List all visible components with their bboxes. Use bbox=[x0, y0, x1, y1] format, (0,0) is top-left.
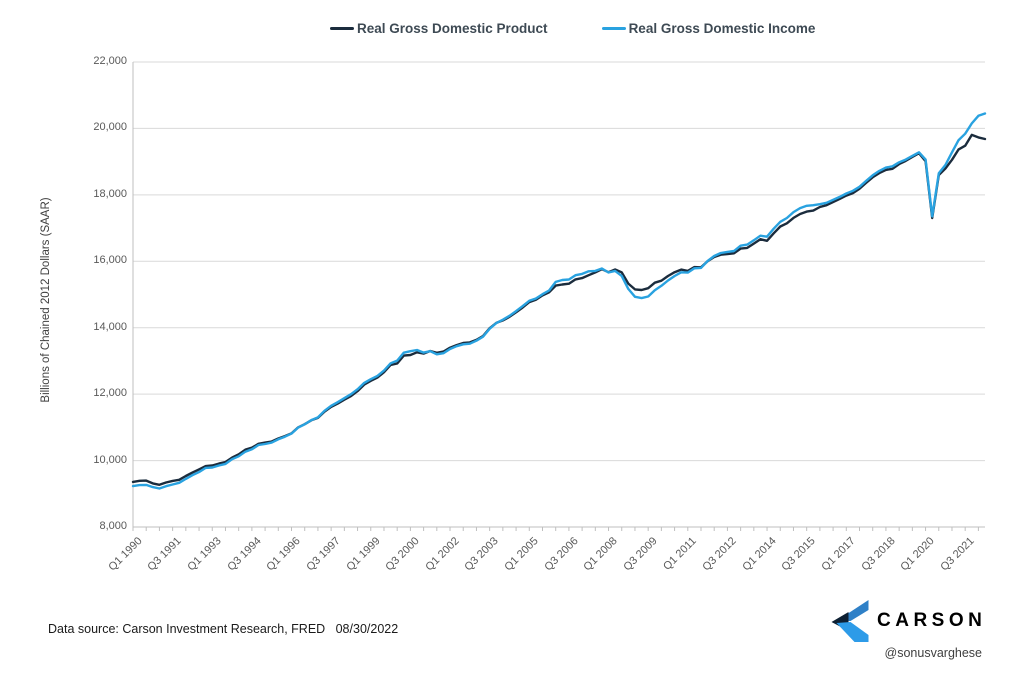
y-tick-label: 18,000 bbox=[93, 187, 127, 200]
legend-item-gdp: Real Gross Domestic Product bbox=[330, 21, 548, 36]
brand-wordmark: CARSON bbox=[877, 610, 987, 631]
y-tick-label: 22,000 bbox=[93, 55, 127, 67]
legend-label-gdp: Real Gross Domestic Product bbox=[357, 21, 548, 36]
y-tick-label: 10,000 bbox=[93, 453, 127, 466]
data-source-note: Data source: Carson Investment Research,… bbox=[48, 622, 399, 636]
legend-label-gdi: Real Gross Domestic Income bbox=[628, 21, 816, 36]
legend-item-gdi: Real Gross Domestic Income bbox=[601, 21, 816, 36]
y-tick-label: 20,000 bbox=[93, 121, 127, 134]
twitter-handle: @sonusvarghese bbox=[884, 646, 982, 660]
y-tick-label: 14,000 bbox=[93, 320, 127, 333]
y-tick-label: 8,000 bbox=[99, 520, 127, 532]
gdi-line-swatch bbox=[601, 27, 626, 30]
legend: Real Gross Domestic Product Real Gross D… bbox=[330, 21, 815, 36]
y-tick-label: 16,000 bbox=[93, 254, 127, 267]
y-tick-label: 12,000 bbox=[93, 387, 127, 400]
gdp-line-swatch bbox=[330, 27, 354, 30]
carson-logo-icon bbox=[831, 600, 869, 642]
series-line-gdi bbox=[131, 112, 987, 490]
carson-brand: CARSON bbox=[829, 600, 986, 642]
